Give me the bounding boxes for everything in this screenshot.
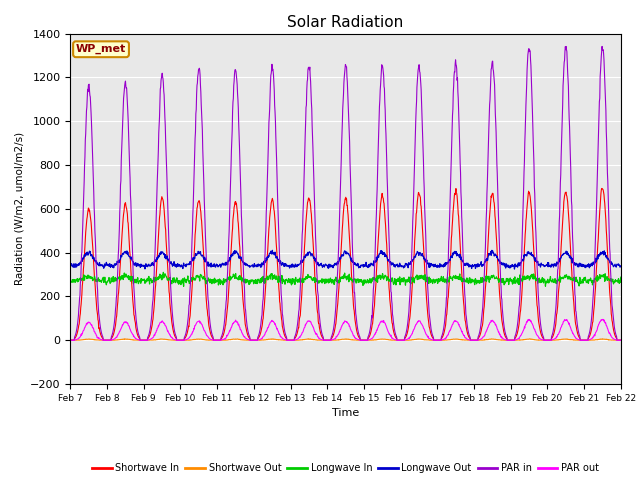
Shortwave In [503, 336, 511, 342]
Longwave Out [175, 262, 183, 268]
PAR out [552, 336, 559, 341]
Longwave Out [511, 266, 518, 272]
Y-axis label: Radiation (W/m2, umol/m2/s): Radiation (W/m2, umol/m2/s) [15, 132, 24, 286]
Shortwave Out [552, 337, 559, 343]
Longwave In [180, 284, 188, 289]
Shortwave In [617, 337, 625, 343]
X-axis label: Time: Time [332, 408, 359, 418]
Shortwave Out [617, 337, 625, 343]
PAR out [67, 337, 74, 343]
PAR out [189, 329, 196, 335]
Shortwave Out [175, 337, 183, 343]
PAR out [431, 337, 439, 343]
PAR out [617, 337, 625, 343]
PAR in [503, 335, 511, 340]
Line: Shortwave In: Shortwave In [70, 189, 621, 340]
Legend: Shortwave In, Shortwave Out, Longwave In, Longwave Out, PAR in, PAR out: Shortwave In, Shortwave Out, Longwave In… [88, 459, 603, 477]
Title: Solar Radiation: Solar Radiation [287, 15, 404, 30]
PAR in [598, 44, 606, 49]
Shortwave In [598, 186, 605, 192]
Longwave In [67, 278, 74, 284]
Longwave In [189, 275, 197, 280]
Longwave In [159, 269, 167, 275]
Shortwave In [67, 337, 74, 343]
Longwave Out [269, 248, 276, 253]
Longwave Out [431, 261, 439, 267]
Shortwave Out [189, 337, 196, 343]
Line: PAR out: PAR out [70, 319, 621, 340]
PAR in [67, 337, 74, 343]
Line: Shortwave Out: Shortwave Out [70, 339, 621, 340]
Shortwave In [250, 337, 258, 343]
Longwave Out [617, 263, 625, 269]
Line: Longwave In: Longwave In [70, 272, 621, 287]
PAR out [250, 337, 258, 343]
PAR in [189, 212, 196, 218]
Shortwave Out [305, 336, 312, 342]
Shortwave Out [67, 337, 74, 343]
Longwave Out [504, 264, 511, 270]
PAR out [175, 337, 183, 343]
Shortwave In [175, 337, 183, 343]
Longwave In [504, 276, 511, 281]
Shortwave In [189, 273, 196, 278]
PAR out [503, 337, 511, 343]
PAR in [431, 337, 439, 343]
Shortwave Out [431, 337, 439, 343]
Shortwave In [431, 337, 439, 343]
Longwave In [617, 274, 625, 280]
Longwave In [252, 277, 259, 283]
Shortwave Out [250, 337, 258, 343]
PAR in [250, 337, 258, 343]
Shortwave In [552, 323, 559, 329]
Text: WP_met: WP_met [76, 44, 126, 54]
Longwave In [176, 279, 184, 285]
Line: PAR in: PAR in [70, 47, 621, 340]
Longwave Out [250, 261, 258, 266]
Longwave Out [189, 257, 196, 263]
PAR in [552, 310, 559, 315]
Shortwave Out [504, 337, 511, 343]
PAR in [617, 337, 625, 343]
Longwave Out [67, 264, 74, 269]
PAR out [599, 316, 607, 322]
Longwave Out [552, 263, 560, 269]
Longwave In [432, 277, 440, 283]
PAR in [175, 337, 183, 343]
Line: Longwave Out: Longwave Out [70, 251, 621, 269]
Longwave In [552, 277, 560, 283]
